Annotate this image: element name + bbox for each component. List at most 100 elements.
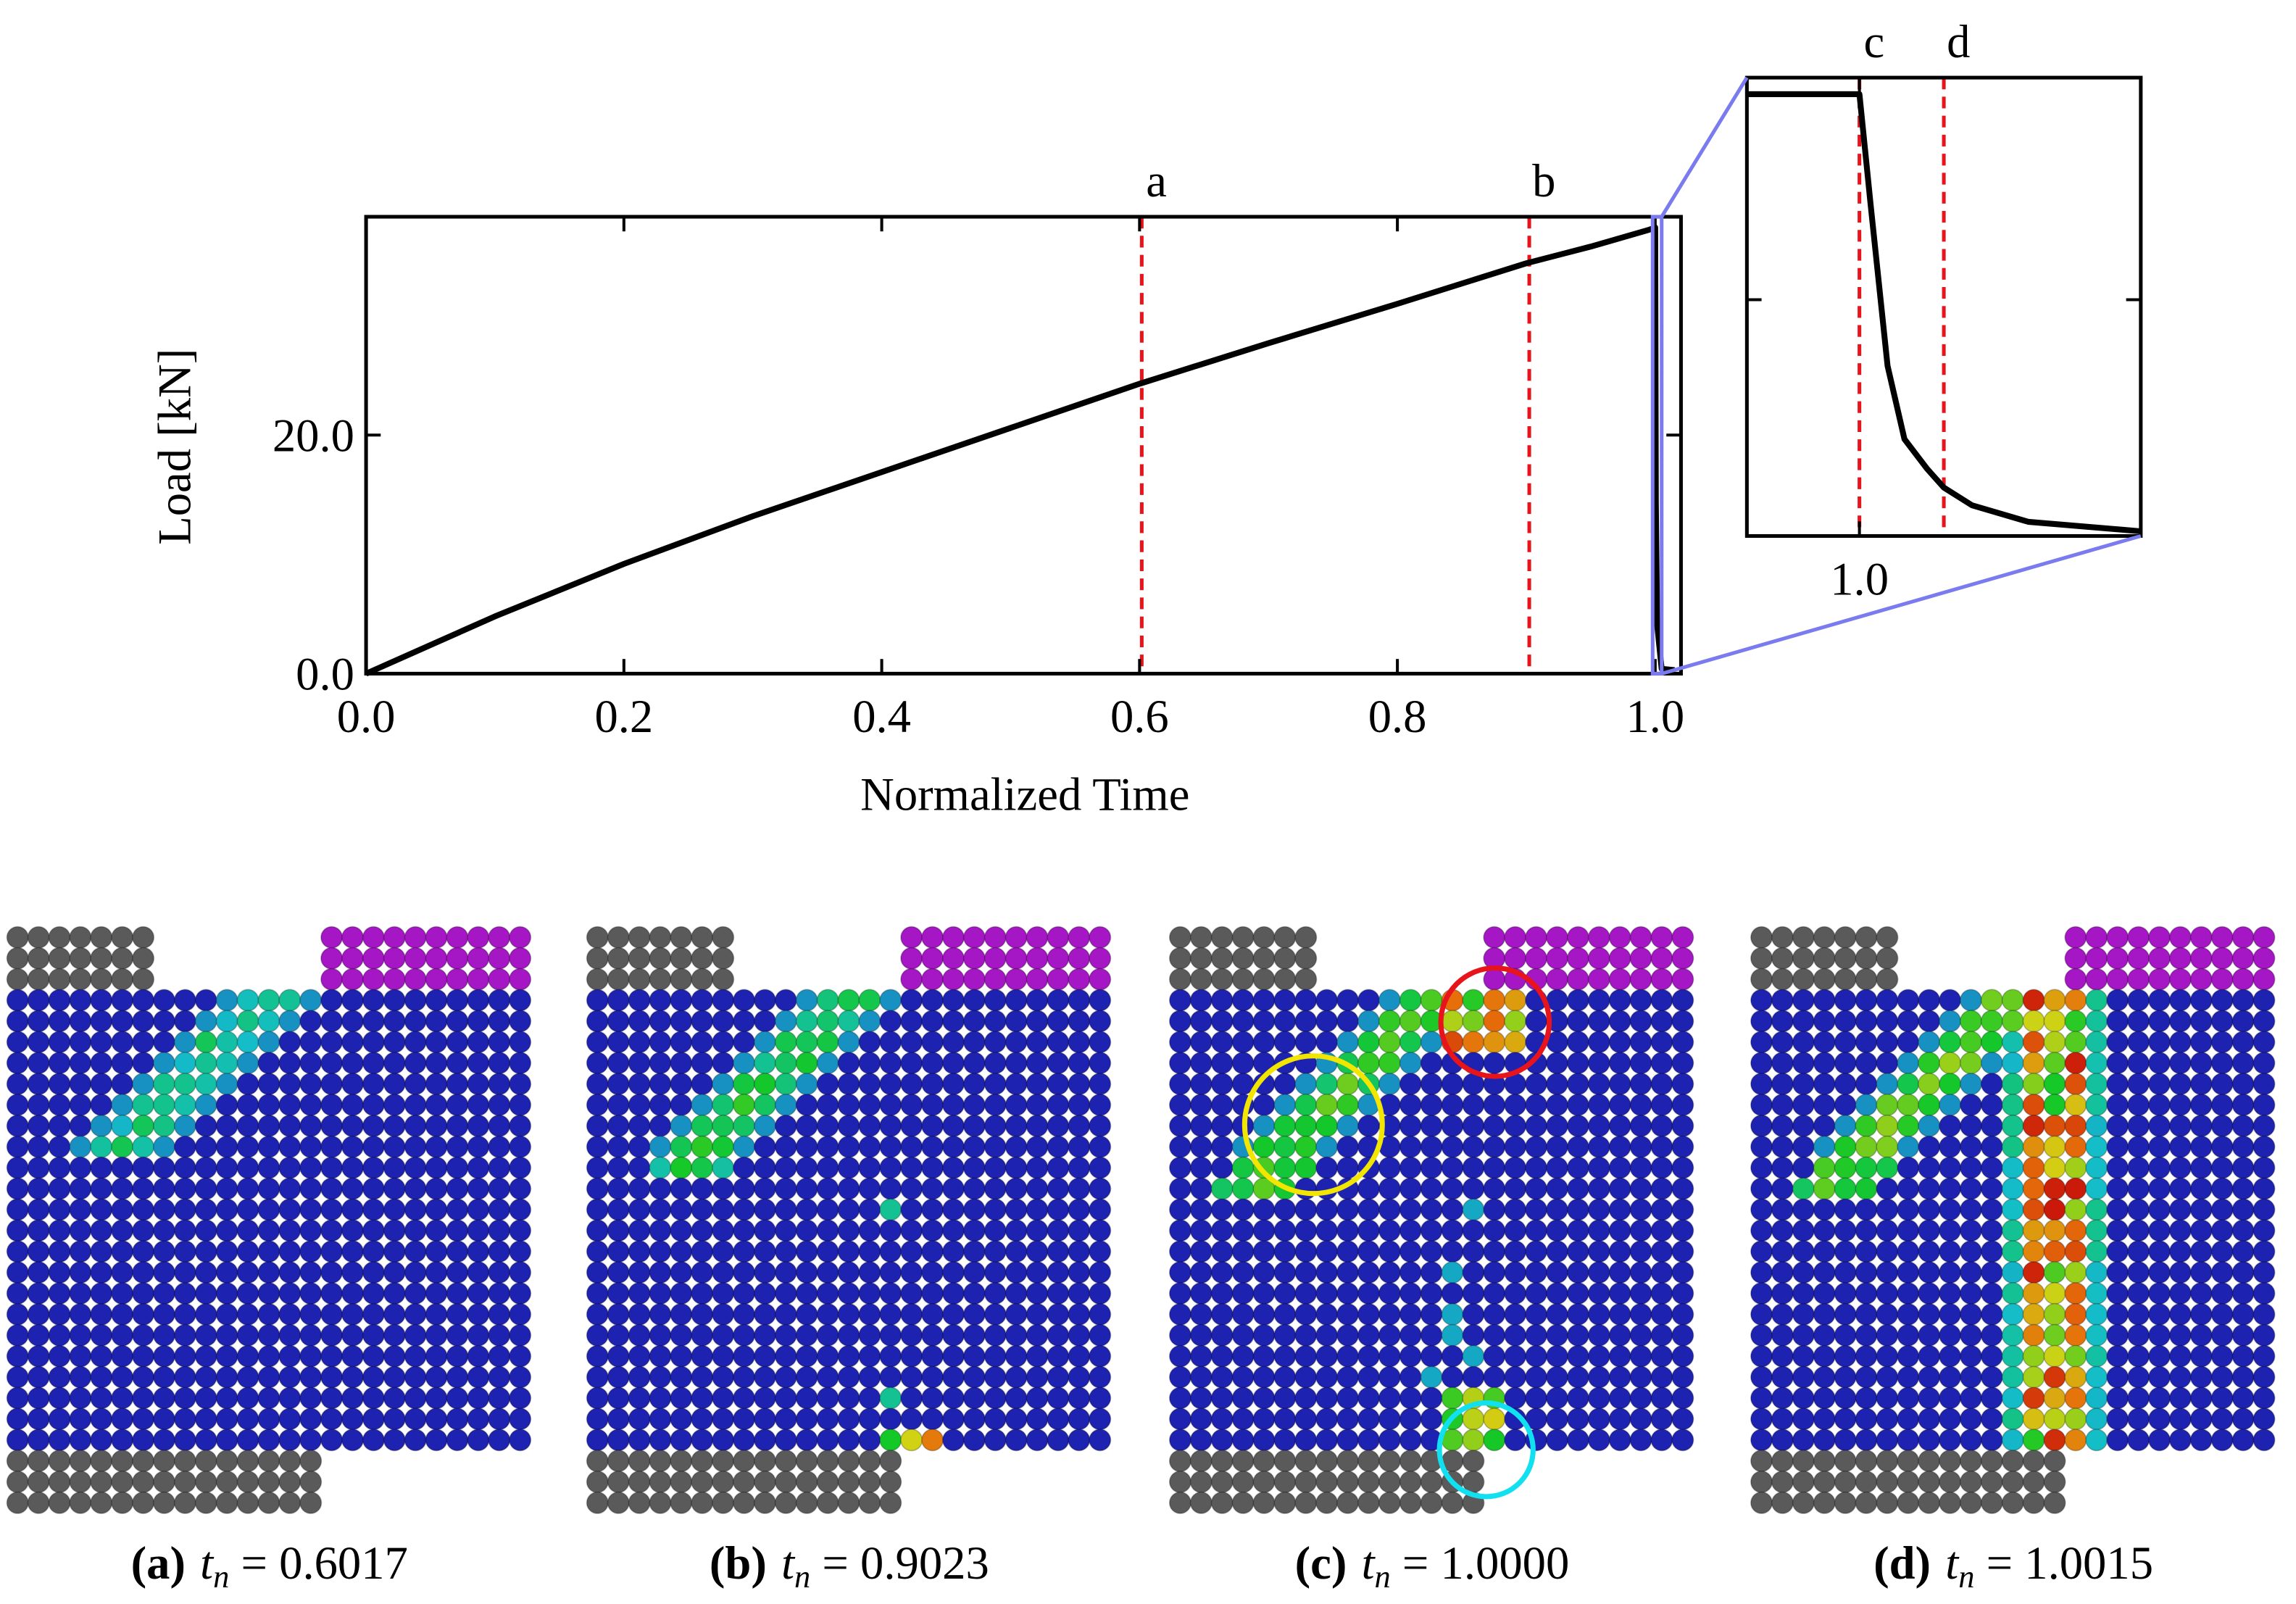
particle	[2064, 1072, 2087, 1096]
particle	[2022, 1219, 2045, 1242]
particle	[1939, 1156, 1962, 1179]
particle	[1168, 989, 1192, 1012]
particle	[2001, 1470, 2024, 1494]
particle	[257, 1177, 280, 1200]
particle	[837, 1093, 860, 1116]
particle	[383, 947, 406, 970]
particle	[2147, 1114, 2171, 1137]
particle	[1210, 968, 1234, 991]
particle	[1650, 1177, 1673, 1200]
particle	[467, 1323, 490, 1347]
particle	[1876, 1219, 1899, 1242]
particle	[278, 1323, 301, 1347]
particle	[879, 1366, 902, 1389]
particle	[1399, 1323, 1422, 1347]
panel-caption: (a) tn = 0.6017	[131, 1537, 408, 1595]
particle	[1587, 1345, 1610, 1368]
particle	[2085, 1093, 2108, 1116]
particle	[753, 1429, 777, 1452]
particle	[1525, 1177, 1548, 1200]
particle	[1189, 1010, 1213, 1033]
particle	[90, 1031, 113, 1054]
particle	[1504, 1240, 1527, 1263]
particle	[152, 1198, 176, 1221]
particle	[341, 1114, 365, 1137]
particle	[1047, 1114, 1070, 1137]
particle	[753, 1281, 777, 1305]
particle	[425, 1429, 448, 1452]
particle	[1629, 1031, 1652, 1054]
particle	[1483, 968, 1506, 991]
particle	[299, 1031, 323, 1054]
particle	[1566, 1366, 1589, 1389]
particle	[1089, 968, 1112, 991]
particle	[299, 1198, 323, 1221]
particle	[670, 1345, 693, 1368]
particle	[1792, 1010, 1815, 1033]
particle	[1650, 1031, 1673, 1054]
particle	[1068, 1281, 1091, 1305]
particle	[2189, 1114, 2213, 1137]
particle	[1420, 1177, 1443, 1200]
particle	[299, 1240, 323, 1263]
particle	[1918, 1366, 1941, 1389]
particle	[2253, 1302, 2276, 1326]
particle	[607, 1387, 630, 1410]
particle	[446, 1323, 469, 1347]
particle	[1252, 1323, 1276, 1347]
particle	[1420, 989, 1443, 1012]
particle	[921, 1408, 944, 1431]
particle	[1629, 1219, 1652, 1242]
particle	[446, 1302, 469, 1326]
particle	[1566, 1010, 1589, 1033]
particle	[2127, 1031, 2150, 1054]
particle	[1004, 1240, 1028, 1263]
particle	[753, 1198, 777, 1221]
particle	[628, 1302, 651, 1326]
particle	[1959, 1491, 1983, 1514]
particle	[816, 1387, 839, 1410]
particle	[1855, 1450, 1878, 1473]
particle	[425, 947, 448, 970]
particle	[299, 1450, 323, 1473]
particle	[670, 1470, 693, 1494]
particle	[2064, 1408, 2087, 1431]
particle	[733, 1260, 756, 1284]
particle	[383, 1093, 406, 1116]
particle	[6, 1491, 29, 1514]
particle	[2064, 1240, 2087, 1263]
particle	[1897, 1429, 1920, 1452]
particle	[2043, 1031, 2066, 1054]
particle	[215, 1408, 238, 1431]
particle	[858, 1135, 881, 1158]
particle	[1294, 1240, 1318, 1263]
particle	[425, 968, 448, 991]
particle	[320, 1072, 344, 1096]
particle	[2106, 1072, 2129, 1096]
particle	[2022, 1491, 2045, 1514]
particle	[2231, 1387, 2255, 1410]
particle	[509, 1302, 532, 1326]
particle	[383, 989, 406, 1012]
particle	[1399, 1260, 1422, 1284]
particle	[628, 1387, 651, 1410]
particle	[1834, 1387, 1857, 1410]
particle	[194, 1135, 217, 1158]
particle	[2189, 1366, 2213, 1389]
particle	[941, 1429, 965, 1452]
particle	[1876, 1323, 1899, 1347]
particle	[1357, 1429, 1381, 1452]
particle	[2231, 1093, 2255, 1116]
particle	[1587, 1240, 1610, 1263]
particle	[1834, 1093, 1857, 1116]
particle	[1750, 926, 1773, 949]
particle	[152, 1470, 176, 1494]
particle	[607, 947, 630, 970]
particle	[236, 1281, 259, 1305]
particle	[446, 1135, 469, 1158]
particle	[1629, 1240, 1652, 1263]
particle	[27, 1491, 50, 1514]
particle	[983, 1260, 1007, 1284]
particle	[879, 1302, 902, 1326]
particle	[774, 1114, 797, 1137]
